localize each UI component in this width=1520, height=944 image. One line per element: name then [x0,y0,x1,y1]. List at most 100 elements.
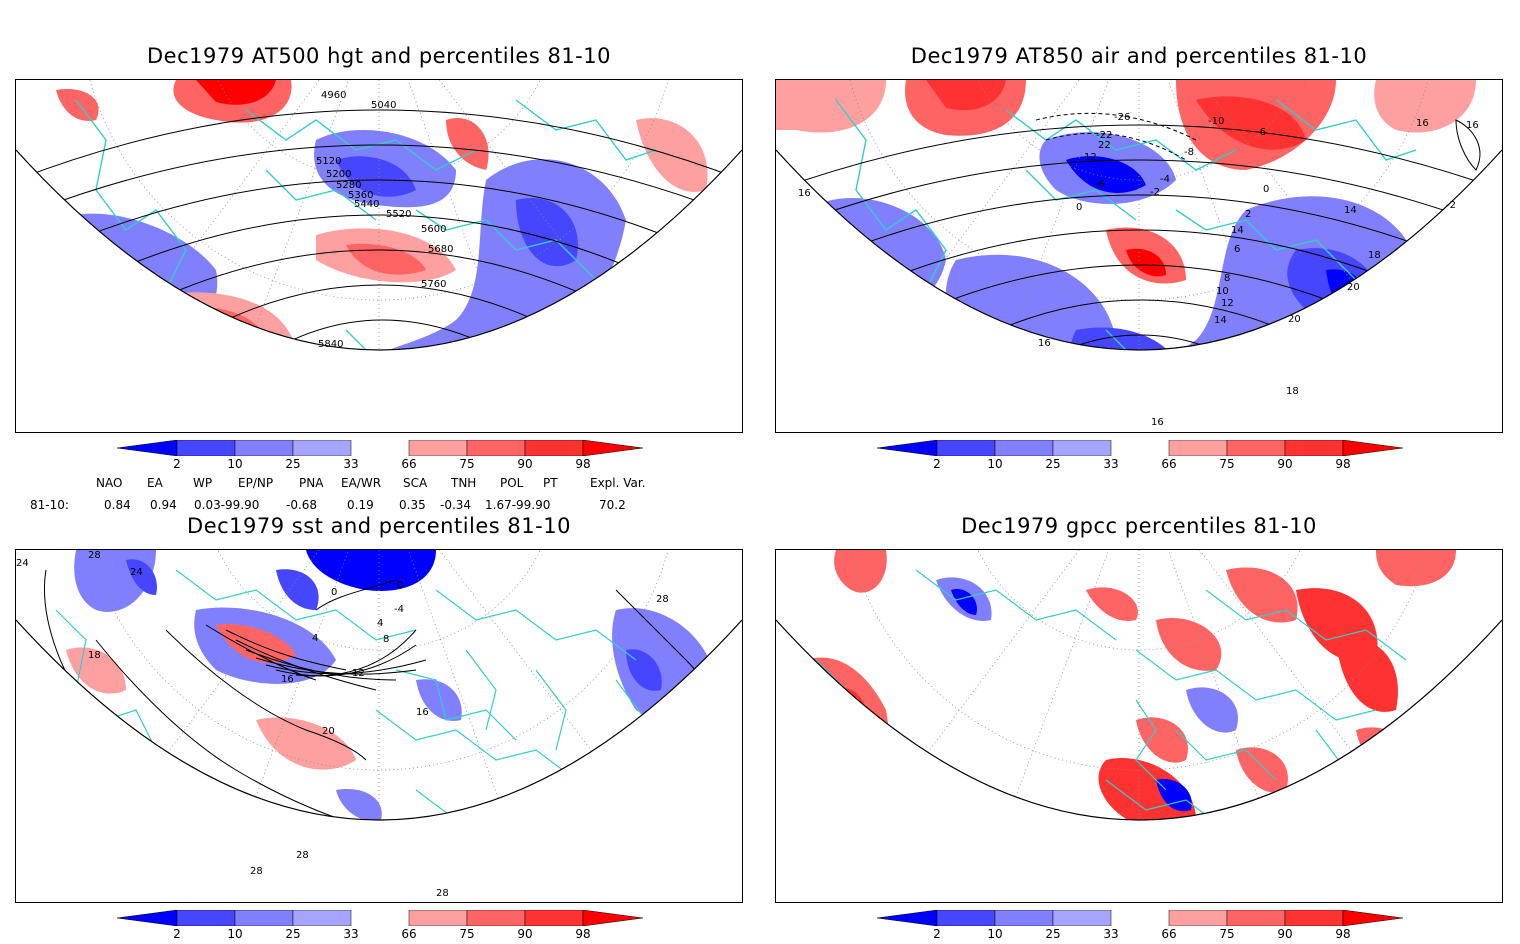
index-value: -0.34 [440,498,472,512]
colorbar-label: 98 [575,457,591,471]
contour-label: 16 [1151,417,1164,428]
colorbar-label: 33 [1103,927,1119,941]
contour-label: 5600 [421,224,446,235]
colorbar-label: 10 [227,927,243,941]
colorbar-label: 2 [933,927,941,941]
contour-labels-hgt: 4960 5040 5120 5200 5280 5360 5440 5520 … [316,90,453,350]
contour-label: 4960 [321,90,346,101]
colorbar-label: 10 [987,457,1003,471]
hull-hgt [16,149,742,432]
contour-label: 5760 [421,279,446,290]
hull-gpcc [776,619,1502,902]
contour-label: 4 [377,618,383,629]
contour-label: 20 [1347,282,1360,293]
colorbar-label: 25 [1045,457,1061,471]
contour-label: -8 [1184,147,1194,158]
colorbar-label: 2 [173,927,181,941]
colorbar-label: 10 [227,457,243,471]
colorbar-label: 66 [401,927,417,941]
panel-title-air: Dec1979 AT850 air and percentiles 81-10 [910,44,1368,68]
contour-label: 10 [1216,286,1229,297]
hull-air [776,149,1502,432]
contour-label: 5360 [348,190,373,201]
contour-label: -6 [1256,127,1266,138]
contours-hgt [16,109,742,361]
contour-labels-air: -26 -22 -10 -6 -8 -6 -4 -2 0 2 0 12 14 1… [798,112,1479,428]
colorbar-gpcc: 2 10 25 33 66 75 90 98 [877,910,1407,944]
colorbar-label: 90 [1277,927,1293,941]
colorbar-air: 2 10 25 33 66 75 90 98 [877,440,1407,474]
panel-title-sst: Dec1979 sst and percentiles 81-10 [187,514,571,538]
contour-labels-sst: 28 24 24 18 28 0 0 4 4 8 12 16 16 20 28 … [16,550,669,899]
contour-label: 28 [296,850,309,861]
colorbar-sst: 2 10 25 33 66 75 90 98 [117,910,647,944]
colorbar-label: 75 [459,457,475,471]
contour-label: 5120 [316,156,341,167]
index-row-label: 81-10: [30,498,69,512]
contour-label: 28 [88,550,101,561]
contour-label: 16 [281,674,294,685]
contour-label: 5680 [428,244,453,255]
colorbar-label: 10 [987,927,1003,941]
colorbar-label: 90 [517,457,533,471]
contour-label: 14 [1214,315,1227,326]
index-header: EA [147,476,163,490]
index-header: TNH [451,476,477,490]
colorbar-label: 98 [1335,927,1351,941]
contour-label: 16 [1416,118,1429,129]
colorbar-label: 98 [575,927,591,941]
contour-label: 24 [130,567,143,578]
colorbar-label: 66 [401,457,417,471]
colorbar-label: 25 [1045,927,1061,941]
contour-label: 28 [250,866,263,877]
contour-label: 28 [656,594,669,605]
index-value: 70.2 [599,498,626,512]
index-header: PT [543,476,558,490]
contour-label: 5520 [386,209,411,220]
index-header: WP [193,476,213,490]
contour-label: 20 [322,726,335,737]
contour-label: 18 [1368,250,1381,261]
colorbar-label: 25 [285,927,301,941]
hull-sst [16,619,742,902]
contour-label: -22 [1096,130,1112,141]
colorbar-label: 75 [1219,927,1235,941]
contour-label: -6 [1095,179,1105,190]
contour-label: -2 [1150,187,1160,198]
colorbar-label: 66 [1161,927,1177,941]
colorbar-label: 66 [1161,457,1177,471]
index-value: 0.03-99.90 [194,498,260,512]
colorbar-label: 25 [285,457,301,471]
contour-label: 14 [1231,225,1244,236]
colorbar-label: 33 [1103,457,1119,471]
contour-label: 20 [1288,314,1301,325]
contour-label: 8 [383,634,389,645]
map-panel-air: -26 -22 -10 -6 -8 -6 -4 -2 0 2 0 12 14 1… [775,79,1503,433]
colorbar-label: 98 [1335,457,1351,471]
contour-label: 12 [352,668,365,679]
contour-label: 18 [88,650,101,661]
map-air: -26 -22 -10 -6 -8 -6 -4 -2 0 2 0 12 14 1… [776,80,1502,432]
colorbar-label: 2 [173,457,181,471]
colorbar-label: 90 [1277,457,1293,471]
colorbar-label: 75 [459,927,475,941]
contour-label: 0 [1263,184,1269,195]
contour-label: -26 [1114,112,1130,123]
index-header: POL [500,476,524,490]
colorbar-label: 33 [343,927,359,941]
contour-label: -2 [1446,200,1456,211]
contour-label: 5440 [354,199,379,210]
contour-label: 0 [331,587,337,598]
map-panel-sst: 28 24 24 18 28 0 0 4 4 8 12 16 16 20 28 … [15,549,743,903]
map-panel-gpcc [775,549,1503,903]
contour-label: -4 [394,604,404,615]
index-header: EA/WR [341,476,382,490]
contour-label: 0 [397,580,403,591]
index-value: 0.35 [399,498,426,512]
colorbar-label: 2 [933,457,941,471]
contour-label: 5040 [371,100,396,111]
contour-label: 16 [1466,120,1479,131]
map-sst: 28 24 24 18 28 0 0 4 4 8 12 16 16 20 28 … [16,550,742,902]
contour-label: 16 [416,707,429,718]
index-header: Expl. Var. [590,476,646,490]
